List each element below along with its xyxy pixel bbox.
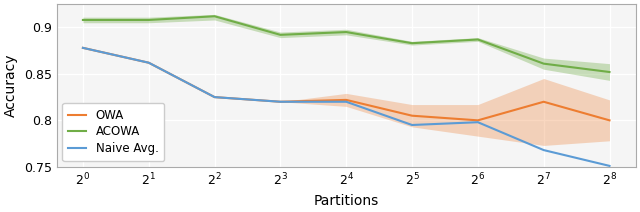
OWA [342,99,350,101]
ACOWA [342,31,350,33]
Naive Avg. [79,47,87,49]
ACOWA [540,62,547,65]
OWA [145,61,152,64]
OWA [276,100,284,103]
OWA [408,114,416,117]
Line: ACOWA: ACOWA [83,16,609,72]
Naive Avg. [408,124,416,126]
Naive Avg. [276,100,284,103]
Y-axis label: Accuracy: Accuracy [4,54,18,117]
Line: OWA: OWA [83,48,609,120]
OWA [79,47,87,49]
Naive Avg. [342,100,350,103]
Naive Avg. [605,165,613,167]
Naive Avg. [145,61,152,64]
Legend: OWA, ACOWA, Naive Avg.: OWA, ACOWA, Naive Avg. [63,103,164,161]
ACOWA [605,71,613,73]
ACOWA [474,38,482,41]
Line: Naive Avg.: Naive Avg. [83,48,609,166]
ACOWA [408,42,416,45]
OWA [605,119,613,122]
X-axis label: Partitions: Partitions [314,194,379,208]
OWA [540,100,547,103]
OWA [474,119,482,122]
OWA [211,96,218,98]
ACOWA [276,33,284,36]
ACOWA [145,19,152,21]
Naive Avg. [211,96,218,98]
Naive Avg. [474,121,482,123]
Naive Avg. [540,149,547,151]
ACOWA [79,19,87,21]
ACOWA [211,15,218,18]
